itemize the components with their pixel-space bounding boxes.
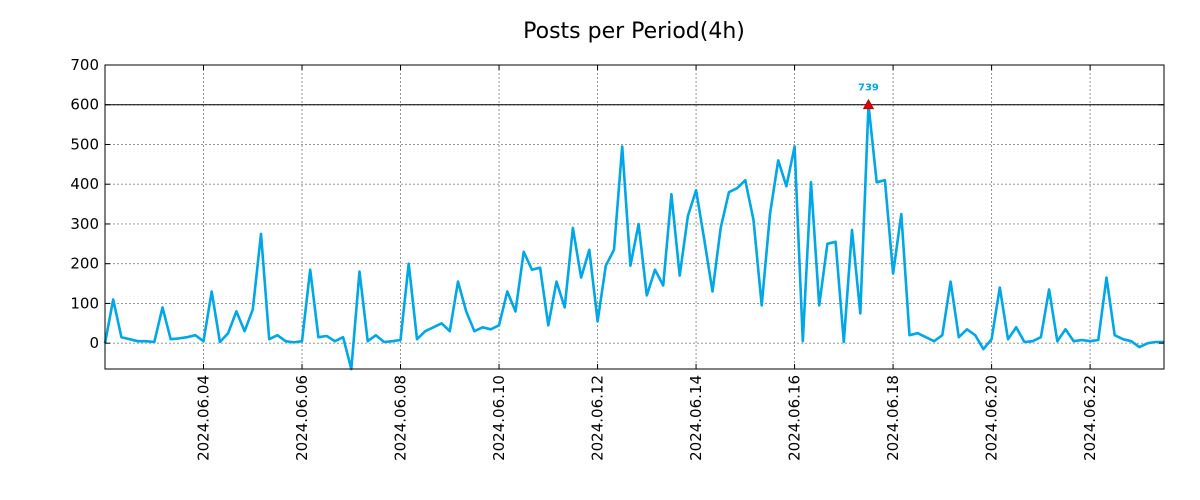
x-axis-ticks: 2024.06.04 2024.06.06 2024.06.08 2024.06.10… <box>195 65 1099 461</box>
y-axis-ticks: 0 100 200 300 400 500 600 700 <box>70 56 1164 352</box>
peak-marker <box>862 98 875 110</box>
y-tick-label: 200 <box>70 255 99 273</box>
x-tick-label: 2024.06.10 <box>490 375 508 461</box>
y-tick-label: 0 <box>89 334 99 352</box>
x-tick-label: 2024.06.04 <box>195 375 213 461</box>
chart-title: Posts per Period(4h) <box>523 19 745 44</box>
x-tick-label: 2024.06.16 <box>786 375 804 461</box>
series-layer <box>103 103 1164 371</box>
y-tick-label: 300 <box>70 215 99 233</box>
series-line <box>103 103 1164 371</box>
y-tick-label: 500 <box>70 135 99 153</box>
plot-area-frame <box>104 64 1165 370</box>
peak-label: 739 <box>858 83 879 94</box>
y-tick-label: 600 <box>70 96 99 114</box>
y-tick-label: 400 <box>70 175 99 193</box>
x-tick-label: 2024.06.20 <box>983 375 1001 461</box>
x-tick-label: 2024.06.12 <box>589 375 607 461</box>
x-tick-label: 2024.06.14 <box>687 375 705 461</box>
marker-layer: 739 <box>858 83 879 110</box>
x-tick-label: 2024.06.18 <box>884 375 902 461</box>
x-tick-label: 2024.06.06 <box>293 375 311 461</box>
y-tick-label: 700 <box>70 56 99 74</box>
y-tick-label: 100 <box>70 294 99 312</box>
x-tick-label: 2024.06.08 <box>392 375 410 461</box>
x-tick-label: 2024.06.22 <box>1081 375 1099 461</box>
